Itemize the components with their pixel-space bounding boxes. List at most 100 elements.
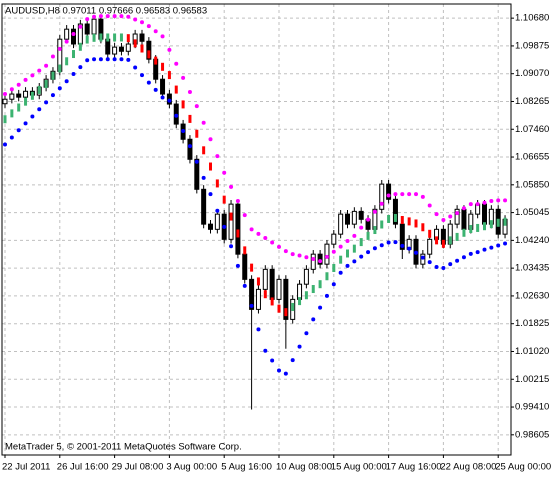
indicator-dash xyxy=(414,219,418,228)
indicator-dot xyxy=(215,208,220,213)
indicator-dash xyxy=(407,217,411,226)
candle-body xyxy=(2,98,8,105)
y-tick-label: 1.07460 xyxy=(515,124,549,135)
indicator-dot xyxy=(229,184,234,189)
indicator-dot xyxy=(359,254,364,259)
indicator-dot xyxy=(427,260,432,265)
indicator-dash xyxy=(428,229,432,238)
candle-body xyxy=(16,93,22,98)
indicator-dash xyxy=(387,214,391,223)
indicator-dash xyxy=(99,33,103,42)
indicator-dot xyxy=(222,224,227,229)
candle-body xyxy=(461,208,467,230)
y-tick-label: 1.09070 xyxy=(515,68,549,79)
candle-body xyxy=(297,283,303,300)
indicator-dot xyxy=(311,317,316,322)
indicator-dot xyxy=(496,198,501,203)
indicator-dash xyxy=(181,100,185,109)
indicator-dash xyxy=(325,272,329,281)
indicator-dot xyxy=(133,65,138,70)
indicator-dot xyxy=(290,252,295,257)
indicator-dash xyxy=(44,80,48,89)
y-tick-label: 1.05045 xyxy=(515,207,549,218)
y-tick-label: 1.10680 xyxy=(515,13,549,24)
x-tick-label: 5 Aug 16:00 xyxy=(221,462,272,473)
indicator-dash xyxy=(161,62,165,71)
indicator-dash xyxy=(346,249,349,258)
candle-body xyxy=(214,213,220,230)
indicator-dash xyxy=(489,220,493,229)
indicator-dot xyxy=(366,217,371,222)
indicator-dot xyxy=(318,305,323,310)
indicator-dash xyxy=(469,224,473,233)
indicator-dot xyxy=(475,202,480,207)
candle-body xyxy=(228,203,234,240)
indicator-dot xyxy=(324,293,329,298)
indicator-dot xyxy=(331,282,336,287)
indicator-dot xyxy=(249,303,254,308)
indicator-dot xyxy=(455,258,460,263)
indicator-dot xyxy=(64,39,69,44)
indicator-dot xyxy=(345,263,350,268)
x-tick-label: 26 Jul 16:00 xyxy=(57,462,109,473)
candle-body xyxy=(187,138,193,160)
indicator-dot xyxy=(297,253,302,258)
indicator-dash xyxy=(167,71,171,80)
indicator-dot xyxy=(30,73,35,78)
y-tick-label: 1.02630 xyxy=(515,290,549,301)
candle-body xyxy=(84,23,90,35)
indicator-dot xyxy=(133,17,138,22)
candle-body xyxy=(399,223,405,250)
indicator-dot xyxy=(153,87,158,92)
indicator-dot xyxy=(441,218,446,223)
indicator-dash xyxy=(92,33,96,42)
x-tick-label: 29 Jul 08:00 xyxy=(112,462,164,473)
candle-body xyxy=(338,213,344,235)
x-tick-label: 25 Aug 00:00 xyxy=(495,462,551,473)
indicator-dash xyxy=(195,129,199,138)
indicator-dot xyxy=(140,20,144,25)
candle-body xyxy=(331,233,337,245)
indicator-dash xyxy=(256,277,260,286)
indicator-dash xyxy=(476,223,480,232)
indicator-dot xyxy=(461,206,466,211)
indicator-dot xyxy=(92,14,97,19)
indicator-dash xyxy=(229,212,233,221)
indicator-dash xyxy=(263,290,267,299)
y-tick-label: 1.08265 xyxy=(515,96,549,107)
y-tick-label: 1.04240 xyxy=(515,235,549,246)
indicator-dash xyxy=(188,114,192,123)
indicator-dot xyxy=(242,213,247,218)
indicator-dot xyxy=(345,239,350,244)
candle-body xyxy=(125,43,131,52)
indicator-dot xyxy=(167,47,172,52)
candle-body xyxy=(112,46,118,55)
indicator-dot xyxy=(181,128,186,133)
indicator-dash xyxy=(455,232,459,241)
indicator-dot xyxy=(30,114,35,119)
indicator-dot xyxy=(379,201,384,206)
indicator-dot xyxy=(71,72,76,77)
indicator-dot xyxy=(85,17,90,22)
indicator-dash xyxy=(133,39,137,48)
indicator-dash xyxy=(202,146,206,155)
candle-body xyxy=(255,288,261,310)
indicator-dash xyxy=(435,236,439,245)
indicator-dot xyxy=(277,368,281,373)
indicator-dot xyxy=(201,175,206,180)
plot-border xyxy=(1,3,512,456)
indicator-dot xyxy=(160,34,165,39)
indicator-dot xyxy=(414,192,418,197)
indicator-dot xyxy=(263,348,268,353)
indicator-dash xyxy=(24,97,28,106)
x-tick-label: 10 Aug 08:00 xyxy=(276,462,332,473)
indicator-dot xyxy=(482,200,487,205)
indicator-dash xyxy=(503,217,507,226)
candle-body xyxy=(269,268,275,300)
indicator-dash xyxy=(209,162,212,171)
indicator-dash xyxy=(421,223,425,232)
indicator-dot xyxy=(194,104,199,109)
indicator-dot xyxy=(386,193,391,198)
indicator-dot xyxy=(441,265,446,270)
